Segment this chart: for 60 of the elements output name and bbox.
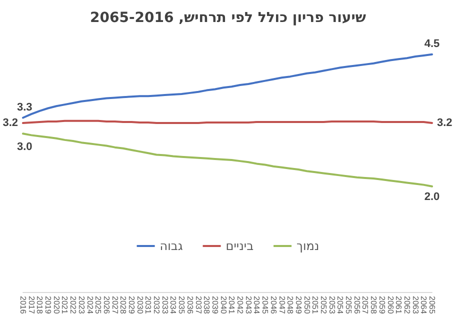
x-tick-label: 2057 xyxy=(360,296,370,314)
legend-label: נמוך xyxy=(296,239,320,253)
chart-title: שיעור פריון כולל לפי תרחיש, 2065-2016 xyxy=(90,10,366,26)
x-tick-label: 2044 xyxy=(252,296,262,314)
legend-label: גבוה xyxy=(160,239,183,253)
x-tick-label: 2064 xyxy=(419,296,428,314)
x-tick-label: 2036 xyxy=(185,296,194,314)
x-tick-label: 2021 xyxy=(60,296,70,314)
x-tick-label: 2052 xyxy=(318,296,328,314)
x-tick-label: 2054 xyxy=(336,296,345,314)
data-label: 4.5 xyxy=(424,38,440,50)
x-tick-label: 2042 xyxy=(236,296,245,314)
x-tick-label: 2031 xyxy=(144,296,153,314)
x-tick-label: 2032 xyxy=(152,296,162,314)
x-tick-label: 2024 xyxy=(85,296,94,314)
x-tick-label: 2035 xyxy=(177,296,186,314)
x-tick-label: 2028 xyxy=(118,296,128,314)
x-tick-label: 2034 xyxy=(168,296,178,314)
x-tick-label: 2017 xyxy=(26,296,36,314)
data-label: 2.0 xyxy=(424,190,440,203)
data-label: 3.3 xyxy=(17,101,32,114)
x-tick-label: 2023 xyxy=(76,296,86,314)
data-label: 3.2 xyxy=(2,117,18,130)
x-tick-label: 2040 xyxy=(218,296,228,314)
x-tick-label: 2041 xyxy=(227,296,236,314)
x-tick-label: 2047 xyxy=(277,296,286,314)
x-tick-label: 2055 xyxy=(344,296,354,314)
x-tick-label: 2058 xyxy=(369,296,378,314)
x-tick-label: 2016 xyxy=(18,296,28,314)
x-tick-label: 2018 xyxy=(35,296,44,314)
x-tick-label: 2063 xyxy=(410,296,420,314)
x-tick-label: 2048 xyxy=(286,296,295,314)
x-tick-label: 2027 xyxy=(110,296,120,314)
x-tick-label: 2039 xyxy=(210,296,220,314)
x-tick-label: 2053 xyxy=(327,296,336,314)
data-label: 3.0 xyxy=(17,141,32,154)
x-tick-label: 2050 xyxy=(302,296,312,314)
x-tick-label: 2030 xyxy=(135,296,144,314)
x-tick-label: 2059 xyxy=(377,296,386,314)
x-tick-label: 2049 xyxy=(294,296,303,314)
x-tick-label: 2051 xyxy=(310,296,320,314)
x-tick-label: 2037 xyxy=(194,296,203,314)
x-tick-label: 2026 xyxy=(102,296,111,314)
x-tick-label: 2045 xyxy=(260,296,270,314)
data-label: 3.2 xyxy=(437,117,452,130)
x-tick-label: 2046 xyxy=(268,296,278,314)
x-tick-label: 2062 xyxy=(402,296,412,314)
x-tick-label: 2060 xyxy=(386,296,395,314)
x-tick-label: 2029 xyxy=(127,296,136,314)
x-tick-label: 2022 xyxy=(68,296,78,314)
x-tick-label: 2043 xyxy=(244,296,253,314)
x-tick-label: 2038 xyxy=(202,296,212,314)
legend-label: ביניים xyxy=(226,239,254,253)
x-tick-label: 2056 xyxy=(352,296,362,314)
x-tick-label: 2061 xyxy=(394,296,404,314)
x-tick-label: 2020 xyxy=(52,296,61,314)
x-tick-label: 2033 xyxy=(160,296,170,314)
x-tick-label: 2019 xyxy=(44,296,53,314)
x-tick-label: 2025 xyxy=(94,296,103,314)
x-tick-label: 2065 xyxy=(428,296,436,314)
